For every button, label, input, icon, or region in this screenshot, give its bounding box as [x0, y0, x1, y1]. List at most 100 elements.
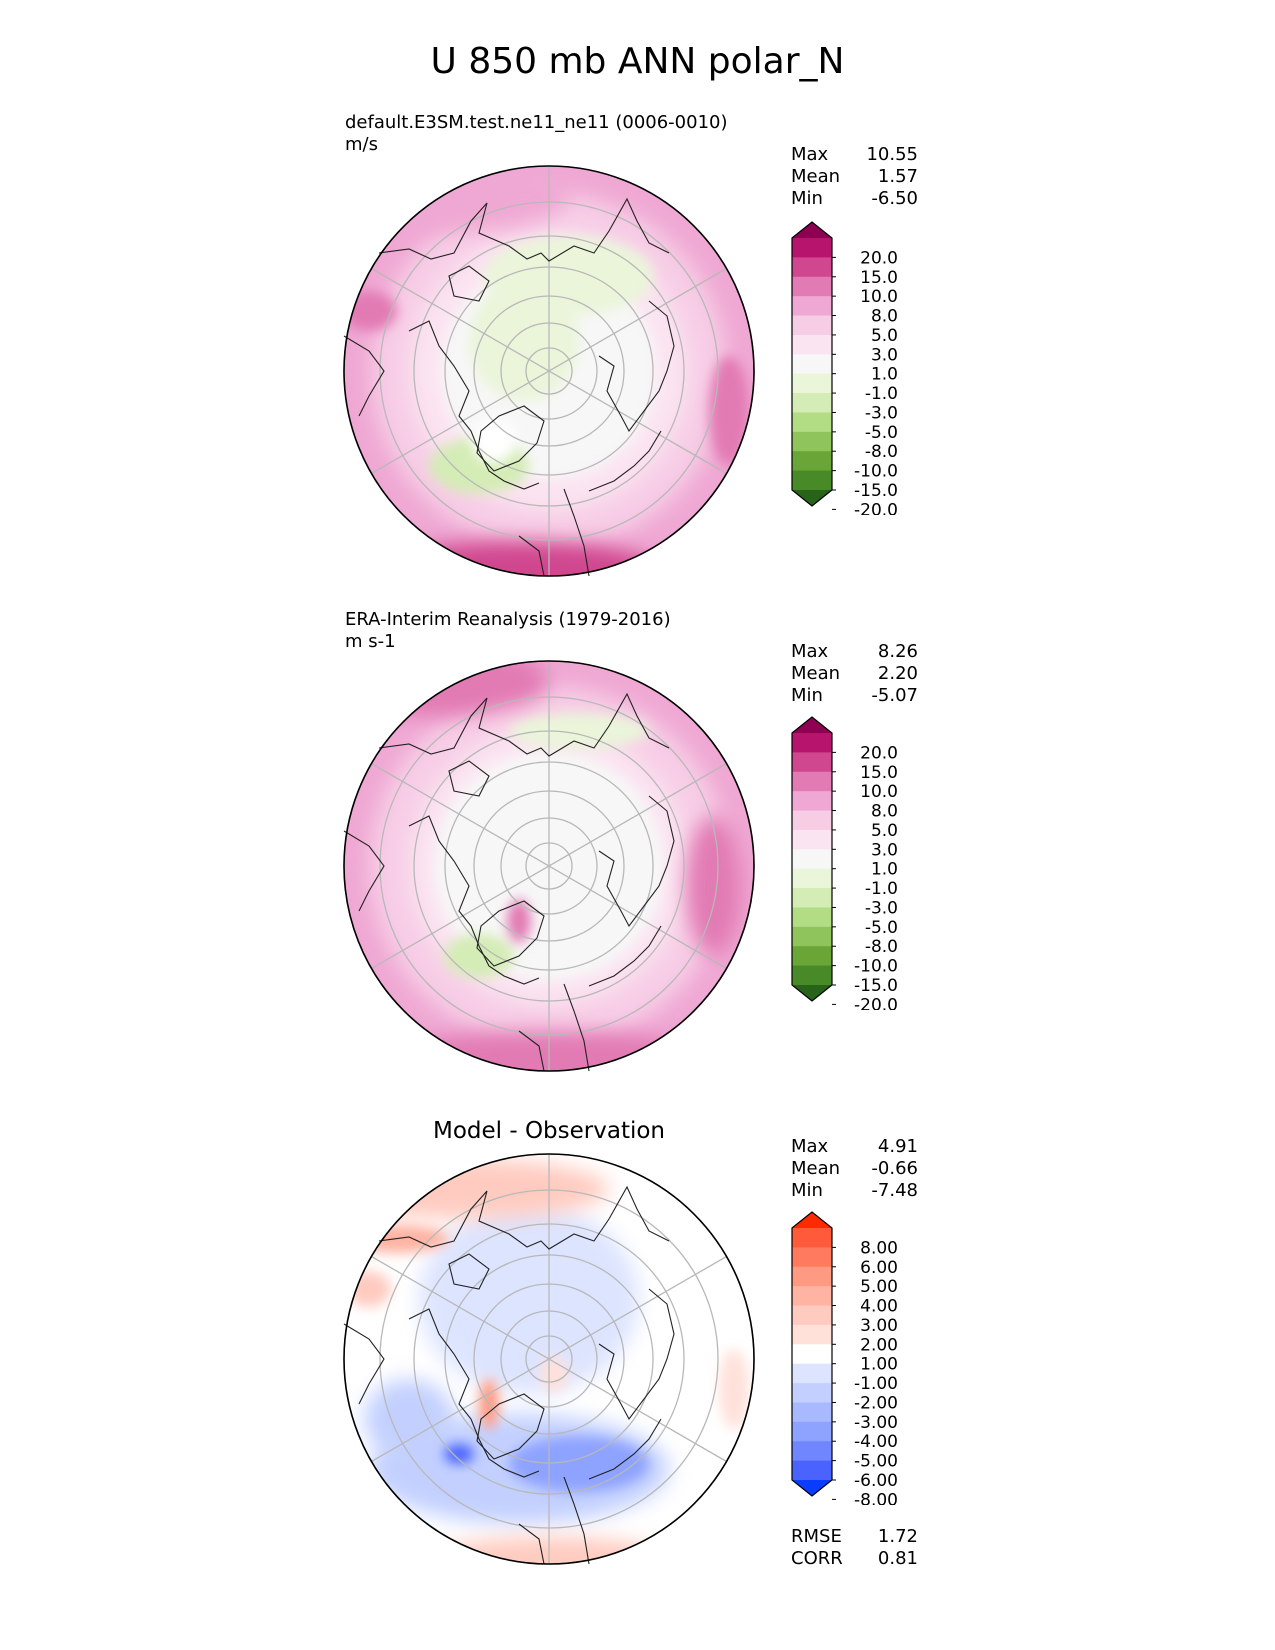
colorbar-bin: [792, 965, 832, 986]
colorbar-tick-label: -6.00: [854, 1471, 898, 1491]
ref-panel-title: ERA-Interim Reanalysis (1979-2016): [345, 609, 671, 630]
colorbar-bin: [792, 733, 832, 753]
colorbar-bin: [792, 1286, 832, 1307]
diff-panel-title: Model - Observation: [432, 1118, 666, 1144]
colorbar-tick-label: 15.0: [860, 268, 898, 288]
colorbar-bin: [792, 849, 832, 870]
colorbar-bin: [792, 1402, 832, 1423]
colorbar-tick-label: 2.00: [860, 1335, 898, 1355]
colorbar-tick-label: 4.00: [860, 1297, 898, 1317]
colorbar-tick-label: -10.0: [854, 957, 898, 977]
ref-colorbar-ticks: 20.015.010.08.05.03.01.0-1.0-3.0-5.0-8.0…: [832, 743, 898, 1010]
colorbar-tick-label: 8.0: [871, 307, 898, 327]
colorbar-bin: [792, 810, 832, 831]
stat-label: Max: [791, 641, 829, 662]
ref-stats: Max 8.26 Mean 2.20 Min -5.07: [791, 641, 918, 707]
diff-metrics: RMSE 1.72 CORR 0.81: [791, 1526, 918, 1570]
colorbar-bin: [792, 946, 832, 967]
colorbar-tick-label: -8.00: [854, 1490, 898, 1505]
colorbar-bin: [792, 926, 832, 947]
metric-value: 0.81: [877, 1548, 918, 1569]
colorbar-tick-label: 1.0: [871, 860, 898, 880]
colorbar-bin: [792, 771, 832, 792]
colorbar-bin: [792, 354, 832, 375]
colorbar-tick-label: -1.0: [865, 879, 898, 899]
stat-value: 8.26: [877, 641, 918, 662]
colorbar-bin: [792, 451, 832, 472]
colorbar-tick-label: -5.0: [865, 423, 898, 443]
colorbar-extend-max: [792, 717, 832, 733]
colorbar-extend-max: [792, 222, 832, 238]
colorbar-tick-label: 5.00: [860, 1277, 898, 1297]
stat-value: -7.48: [871, 1180, 918, 1201]
test-polar-map: [343, 165, 755, 577]
test-colorbar-bins: [792, 222, 832, 506]
ref-colorbar: 20.015.010.08.05.03.01.0-1.0-3.0-5.0-8.0…: [791, 716, 898, 1010]
colorbar-tick-label: -10.0: [854, 462, 898, 482]
test-panel-title: default.E3SM.test.ne11_ne11 (0006-0010): [345, 112, 728, 133]
colorbar-tick-label: 8.00: [860, 1238, 898, 1258]
stat-label: Min: [791, 188, 823, 209]
colorbar-tick-label: 3.00: [860, 1316, 898, 1336]
colorbar-extend-min: [792, 985, 832, 1001]
colorbar-bin: [792, 1228, 832, 1248]
colorbar-bin: [792, 1324, 832, 1345]
stat-value: -6.50: [871, 188, 918, 209]
colorbar-tick-label: 3.0: [871, 840, 898, 860]
colorbar-bin: [792, 296, 832, 317]
colorbar-bin: [792, 431, 832, 452]
colorbar-tick-label: -20.0: [854, 500, 898, 515]
colorbar-bin: [792, 315, 832, 336]
colorbar-tick-label: -4.00: [854, 1432, 898, 1452]
colorbar-extend-max: [792, 1212, 832, 1228]
colorbar-tick-label: 10.0: [860, 782, 898, 802]
colorbar-bin: [792, 907, 832, 928]
colorbar-bin: [792, 1421, 832, 1442]
diff-stats: Max 4.91 Mean -0.66 Min -7.48: [791, 1136, 918, 1202]
figure-title: U 850 mb ANN polar_N: [430, 41, 845, 82]
diff-colorbar-bins: [792, 1212, 832, 1496]
stat-value: -5.07: [871, 685, 918, 706]
stat-label: Min: [791, 1180, 823, 1201]
diff-grid: [343, 1153, 755, 1565]
coastlines: [343, 1185, 675, 1565]
colorbar-tick-label: 20.0: [860, 743, 898, 763]
colorbar-tick-label: -3.00: [854, 1413, 898, 1433]
stat-label: Min: [791, 685, 823, 706]
colorbar-tick-label: 6.00: [860, 1258, 898, 1278]
test-panel-units: m/s: [345, 134, 378, 155]
metric-value: 1.72: [877, 1526, 918, 1547]
colorbar-bin: [792, 1266, 832, 1287]
colorbar-bin: [792, 1441, 832, 1462]
colorbar-bin: [792, 752, 832, 773]
colorbar-bin: [792, 1383, 832, 1404]
stat-label: Max: [791, 1136, 829, 1157]
colorbar-bin: [792, 373, 832, 394]
colorbar-tick-label: -8.0: [865, 442, 898, 462]
colorbar-tick-label: 5.0: [871, 821, 898, 841]
colorbar-tick-label: -1.0: [865, 384, 898, 404]
diff-colorbar: 8.006.005.004.003.002.001.00-1.00-2.00-3…: [791, 1211, 898, 1505]
test-colorbar-ticks: 20.015.010.08.05.03.01.0-1.0-3.0-5.0-8.0…: [832, 248, 898, 515]
stat-label: Mean: [791, 1158, 841, 1179]
stat-label: Mean: [791, 166, 841, 187]
coastlines: [343, 197, 675, 577]
stat-value: 10.55: [866, 144, 918, 165]
colorbar-bin: [792, 791, 832, 812]
colorbar-bin: [792, 1460, 832, 1481]
test-colorbar: 20.015.010.08.05.03.01.0-1.0-3.0-5.0-8.0…: [791, 221, 898, 515]
stat-label: Max: [791, 144, 829, 165]
colorbar-tick-label: -15.0: [854, 481, 898, 501]
colorbar-bin: [792, 1363, 832, 1384]
stat-value: 4.91: [877, 1136, 918, 1157]
diff-colorbar-ticks: 8.006.005.004.003.002.001.00-1.00-2.00-3…: [832, 1238, 898, 1505]
colorbar-bin: [792, 888, 832, 909]
stat-value: 2.20: [877, 663, 918, 684]
colorbar-bin: [792, 1344, 832, 1365]
colorbar-bin: [792, 276, 832, 297]
colorbar-bin: [792, 334, 832, 355]
coastlines: [343, 692, 675, 1072]
colorbar-bin: [792, 238, 832, 258]
ref-polar-map: [343, 660, 755, 1072]
metric-label: CORR: [791, 1548, 843, 1569]
